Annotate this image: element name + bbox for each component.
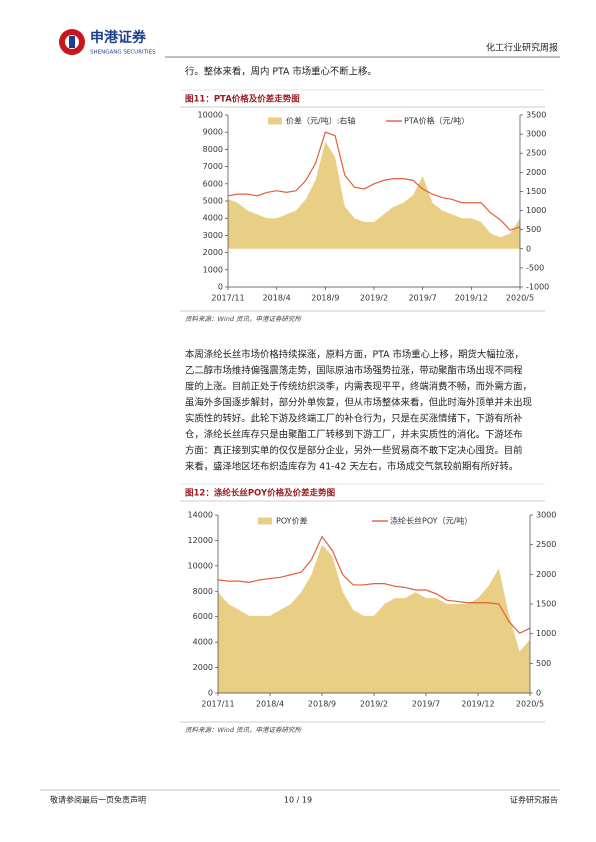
y2-tick-label: 500 [526, 225, 541, 234]
y2-tick-label: -500 [526, 263, 544, 272]
source-note: 资料来源：Wind 资讯，申港证券研究所 [185, 315, 303, 323]
y2-tick-label: 1000 [526, 206, 546, 215]
paragraph-line: 方面：真正接到实单的仅仅是部分企业，另外一些贸易商不敢下定决心囤货。目前 [185, 445, 523, 457]
y-tick-label: 1000 [203, 265, 223, 274]
x-tick-label: 2017/11 [211, 294, 244, 303]
legend-swatch [268, 117, 282, 125]
y2-tick-label: 0 [536, 689, 541, 698]
y2-tick-label: 500 [536, 659, 551, 668]
figure-title: 图12：涤纶长丝POY价格及价差走势图 [185, 488, 335, 499]
y-tick-label: 9000 [203, 128, 223, 137]
legend-label: 涤纶长丝POY（元/吨） [390, 516, 472, 526]
x-tick-label: 2018/4 [256, 700, 284, 709]
x-tick-label: 2018/4 [263, 294, 291, 303]
y2-tick-label: 2000 [536, 570, 556, 579]
y2-tick-label: 3500 [526, 111, 546, 120]
disclaimer: 敬请参阅最后一页免责声明 [50, 795, 146, 805]
y-tick-label: 10000 [198, 111, 223, 120]
legend-swatch [258, 517, 272, 525]
paragraph-line: 乙二醇市场维持偏强震荡走势，国际原油市场强势拉涨，带动聚酯市场出现不同程 [185, 365, 523, 377]
figure-title: 图11：PTA价格及价差走势图 [185, 94, 300, 105]
logo-bar [69, 36, 75, 48]
y2-tick-label: 0 [526, 244, 531, 253]
price-line [227, 131, 521, 231]
y2-tick-label: 1500 [536, 600, 556, 609]
y2-tick-label: 1500 [526, 187, 546, 196]
x-tick-label: 2017/11 [201, 700, 234, 709]
x-tick-label: 2019/2 [360, 294, 388, 303]
legend-label: PTA价格（元/吨） [404, 116, 469, 126]
x-tick-label: 2019/12 [455, 294, 488, 303]
y2-tick-label: 2500 [536, 540, 556, 549]
brand-en: SHENGANG SECURITIES [90, 50, 156, 56]
paragraph-line: 度的上涨。目前正处于传统纺织淡季，内需表现平平，终端消费不畅，而外需方面， [185, 381, 532, 393]
x-tick-label: 2020/5 [516, 700, 544, 709]
paragraph-line: 实质性的转好。此轮下游及终端工厂的补仓行为，只是在买涨情绪下，下游有所补 [185, 413, 523, 425]
x-tick-label: 2019/12 [461, 700, 494, 709]
paragraph-line: 来看，盛泽地区坯布织造库存为 41-42 天左右，市场成交气氛较前期有所好转。 [185, 461, 518, 473]
spread-area [228, 141, 520, 249]
legend-label: 价差（元/吨）:右轴 [286, 116, 355, 126]
legend-label: POY价差 [276, 516, 308, 526]
paragraph-line: 虽海外多国逐步解封，部分外单恢复，但从市场整体来看，但此时海外顶单并未出现 [185, 397, 532, 409]
y-tick-label: 12000 [188, 536, 213, 545]
y-tick-label: 6000 [203, 179, 223, 188]
y2-tick-label: 2500 [526, 149, 546, 158]
y2-tick-label: 2000 [526, 168, 546, 177]
y-tick-label: 4000 [193, 638, 213, 647]
x-tick-label: 2018/9 [308, 700, 336, 709]
source-note: 资料来源：Wind 资讯，申港证券研究所 [185, 726, 303, 734]
y-tick-label: 0 [208, 689, 213, 698]
y-tick-label: 3000 [203, 231, 223, 240]
y-tick-label: 2000 [203, 248, 223, 257]
y-tick-label: 8000 [193, 587, 213, 596]
spread-area [218, 544, 530, 693]
paragraph-line: 本周涤纶长丝市场价格持续探涨，原料方面，PTA 市场重心上移，期货大幅拉涨， [185, 349, 524, 361]
y-tick-label: 5000 [203, 197, 223, 206]
y-tick-label: 2000 [193, 663, 213, 672]
intro-text: 行。整体来看，周内 PTA 市场重心不断上移。 [185, 66, 377, 78]
y-tick-label: 0 [218, 283, 223, 292]
x-tick-label: 2019/2 [360, 700, 388, 709]
y-tick-label: 4000 [203, 214, 223, 223]
y2-tick-label: 3000 [526, 130, 546, 139]
x-tick-label: 2019/7 [409, 294, 437, 303]
x-tick-label: 2020/5 [506, 294, 534, 303]
y-tick-label: 7000 [203, 162, 223, 171]
logo: 申港证券 SHENGANG SECURITIES [59, 29, 156, 56]
y-tick-label: 14000 [188, 511, 213, 520]
price-line [217, 535, 531, 634]
paragraph-line: 仓，涤纶长丝库存只是由聚酯工厂转移到下游工厂，并未实质性的消化。下游坯布 [185, 429, 523, 441]
y2-tick-label: 3000 [536, 511, 556, 520]
y-tick-label: 6000 [193, 612, 213, 621]
y-tick-label: 8000 [203, 145, 223, 154]
brand: 申港证券 [90, 29, 147, 46]
page-number: 10 / 19 [284, 796, 312, 805]
x-tick-label: 2019/7 [412, 700, 440, 709]
y2-tick-label: -1000 [526, 283, 549, 292]
x-tick-label: 2018/9 [311, 294, 339, 303]
report-kind: 化工行业研究周报 [486, 42, 558, 54]
y2-tick-label: 1000 [536, 629, 556, 638]
y-tick-label: 10000 [188, 561, 213, 570]
report-type: 证券研究报告 [510, 795, 558, 805]
